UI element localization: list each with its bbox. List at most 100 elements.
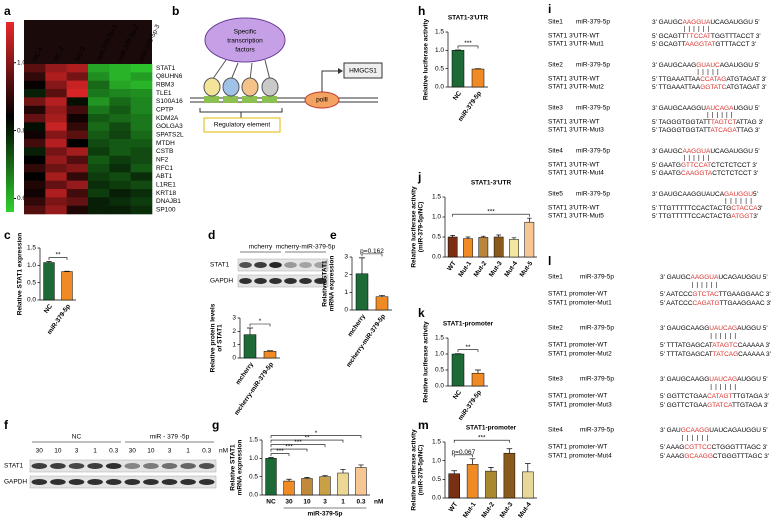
bar <box>509 239 519 258</box>
error-bar <box>286 478 292 482</box>
heatmap-cell <box>45 105 67 115</box>
target-name: STAT1 promoter-Mut2 <box>548 351 612 358</box>
error-bar <box>451 470 457 474</box>
error-bar <box>379 294 385 297</box>
mirna-name: miR-379-5p <box>580 274 614 281</box>
sequence-part: AAGGTAT <box>685 41 715 48</box>
sequence-part: 3' GAUGCAAGGU <box>652 105 706 112</box>
colorbar <box>6 22 14 212</box>
target-name: STAT1 promoter-Mut1 <box>548 300 612 307</box>
sequence: 5' AATCCCGTCTACTTGAAGGAAC 3' <box>660 291 771 298</box>
x-tick-label: Mut-4 <box>517 501 533 520</box>
gene-box <box>343 62 383 79</box>
x-tick-label: 30 <box>285 499 293 506</box>
lane-label: 1 <box>186 448 190 455</box>
heatmap-cell <box>109 89 131 98</box>
target-name: STAT1 3'UTR-Mut4 <box>548 170 604 177</box>
panel-label: j <box>417 170 421 184</box>
x-tick-label: mcherry <box>235 361 256 386</box>
row-label: RBM3 <box>156 82 174 89</box>
heatmap-cell <box>109 72 131 81</box>
blot-row-label: GAPDH <box>4 479 27 486</box>
heatmap-cell <box>130 172 153 181</box>
site-label: Site1 <box>548 19 563 26</box>
heatmap-header <box>24 20 152 64</box>
sequence: 5' GAATGCAAGGTACTCTCTCCT 3' <box>652 170 758 177</box>
sequence: 3' GAUGCAAGGUAUCAGAUGGU 5' <box>652 62 760 69</box>
heatmap-cell <box>45 122 67 131</box>
chart-title: STAT1-promoter <box>466 425 517 432</box>
error-bar <box>267 350 273 352</box>
heatmap-cell <box>109 164 131 173</box>
sequence-part: TATCAG <box>713 351 738 358</box>
significance-bracket <box>270 444 326 448</box>
heatmap-cell <box>66 130 89 140</box>
y-tick-label: 1.0 <box>435 47 444 54</box>
heatmap-cell <box>88 205 110 215</box>
significance-bracket <box>270 453 290 457</box>
heatmap-cell <box>24 180 46 190</box>
sequence-part: TAGTCT <box>711 119 737 126</box>
heatmap-cell <box>66 80 89 90</box>
significance-label: p=0.162 <box>360 248 384 255</box>
heatmap-cell <box>24 139 46 148</box>
sequence-part: UAUCAG <box>709 325 737 332</box>
y-tick-label: 0.0 <box>27 297 36 304</box>
heatmap-cell <box>130 72 153 81</box>
significance-label: *** <box>294 439 302 446</box>
bar <box>283 480 295 496</box>
sequence: 3' GAUGCAAGGUAUCAGAUGGU 5' <box>660 376 768 383</box>
heatmap-cell <box>109 130 131 140</box>
group-label: miR-379-5p <box>307 511 342 518</box>
bar <box>355 467 367 496</box>
target-name: STAT1 3'UTR-WT <box>548 33 600 40</box>
regulatory-label: Regulatory element <box>214 122 271 129</box>
heatmap-cell <box>109 80 131 90</box>
heatmap-cell <box>66 72 89 81</box>
x-tick-label: NC <box>452 389 463 401</box>
sequence-part: 5' TTTATGAGCAT <box>660 342 713 349</box>
target-name: STAT1 promoter-WT <box>548 444 607 451</box>
heatmap-cell <box>130 205 153 215</box>
bar <box>478 237 489 258</box>
heatmap-cell <box>45 155 67 165</box>
sequence-part: TTCCAT <box>686 33 711 40</box>
arrow-head <box>338 68 343 74</box>
sequence-part: 5' AATCCC <box>660 291 693 298</box>
y-tick-label: 0.0 <box>435 84 444 91</box>
sequence-part: TTGTAGA 3' <box>732 402 769 409</box>
heatmap-cell <box>130 164 153 173</box>
blot-band <box>299 278 312 284</box>
arrow <box>321 70 338 92</box>
sequence: 5' TTGAAATTAAGGTATCATGTAGAT 3' <box>652 84 766 91</box>
panel-label: a <box>4 4 11 18</box>
sequence-part: CAAAAA 3' <box>738 342 771 349</box>
lane-label: 10 <box>54 448 62 455</box>
y-axis-label: Relative STAT1 <box>322 260 329 307</box>
heatmap-cell <box>88 89 110 98</box>
y-axis-label: Relative STAT1 expression <box>17 233 24 316</box>
sequence-part: GAUGGU <box>724 191 753 198</box>
significance-bracket <box>48 257 68 261</box>
bar <box>61 271 73 301</box>
panel-label: l <box>548 254 551 268</box>
x-tick-label: 1 <box>341 499 345 506</box>
heatmap-cell <box>45 80 67 90</box>
lane-label: 30 <box>36 448 44 455</box>
sequence: 5' TTGAAATTAACCATAGATGTAGAT 3' <box>652 76 766 83</box>
colorbar-tick-label: 1.0 <box>17 59 26 66</box>
heatmap-cell <box>45 97 67 106</box>
y-tick-label: 2 <box>344 271 348 278</box>
y-tick-label: 1 <box>344 289 348 296</box>
error-bar <box>496 234 501 237</box>
sequence-part: UCAGAUGGU 5' <box>710 148 759 155</box>
x-tick-label: NC <box>266 499 276 506</box>
sequence-part: CAAGGTA <box>681 170 713 177</box>
sequence-part: ATCAGA <box>710 127 737 134</box>
heatmap-cell <box>130 114 153 123</box>
heatmap-cell <box>130 64 153 73</box>
blot-band <box>284 262 297 268</box>
heatmap-cell <box>130 189 153 198</box>
error-bar <box>46 261 52 263</box>
base-pairs: |||||| <box>684 26 710 33</box>
